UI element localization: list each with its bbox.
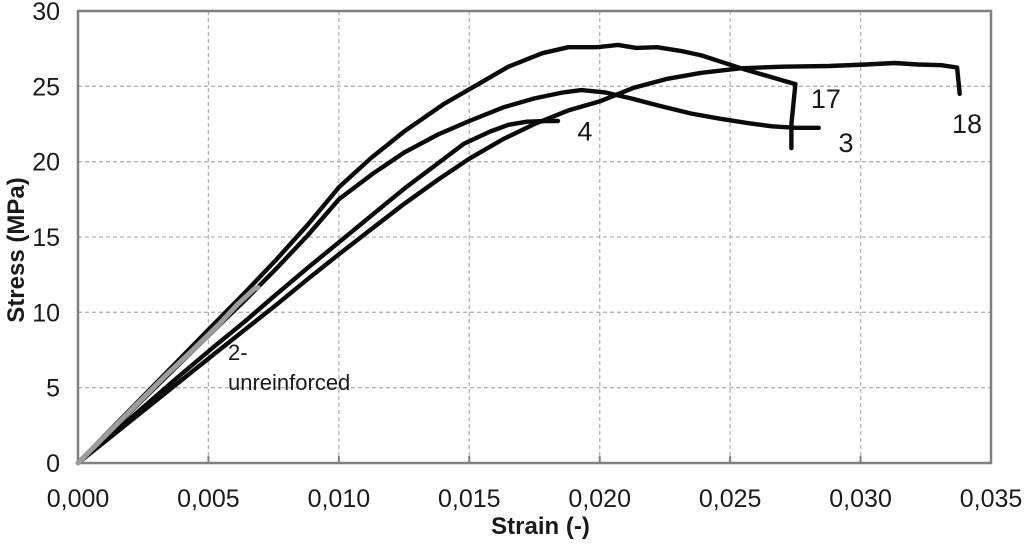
- plot-border: [76, 9, 993, 465]
- y-tick-label: 20: [32, 149, 60, 177]
- series-curve-2-unreinforced: [75, 285, 261, 466]
- series-label-4: 4: [577, 117, 592, 147]
- x-tick-label: 0,020: [568, 485, 631, 513]
- series-label-3: 3: [838, 128, 853, 158]
- x-tick-label: 0,030: [829, 485, 892, 513]
- x-tick-label: 0,035: [960, 485, 1023, 513]
- y-tick-label: 25: [32, 73, 60, 101]
- y-tick-label: 30: [32, 0, 60, 26]
- x-tick-label: 0,000: [47, 485, 110, 513]
- series-curve-17: [75, 42, 798, 466]
- x-tick-label: 0,005: [177, 485, 240, 513]
- y-axis-title: Stress (MPa): [3, 177, 30, 322]
- series-curve-4: [75, 118, 561, 466]
- y-tick-label: 10: [32, 299, 60, 327]
- x-tick-label: 0,025: [699, 485, 762, 513]
- y-tick-label: 5: [46, 375, 60, 403]
- x-tick-label: 0,010: [308, 485, 371, 513]
- series-label-2-unreinforced: 2-unreinforced: [228, 340, 350, 395]
- x-tick-label: 0,015: [438, 485, 501, 513]
- x-axis-title: Strain (-): [491, 513, 590, 540]
- y-tick-label: 15: [32, 224, 60, 252]
- y-tick-label: 0: [46, 450, 60, 478]
- series-curve-18: [75, 60, 962, 466]
- series-label-18: 18: [952, 109, 982, 139]
- series-label-17: 17: [811, 84, 841, 114]
